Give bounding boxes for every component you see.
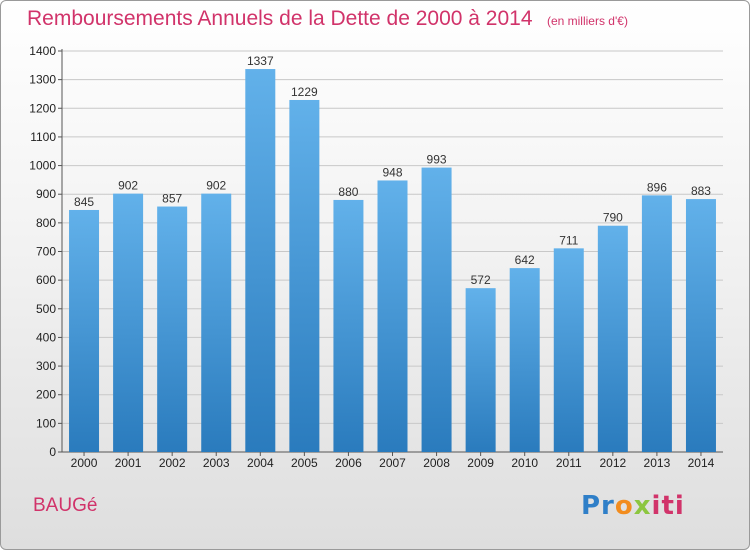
- x-tick-label-2003: 2003: [203, 456, 230, 470]
- x-tick-label-2007: 2007: [379, 456, 406, 470]
- proxiti-logo: Proxiti: [581, 491, 685, 521]
- x-tick-label-2004: 2004: [247, 456, 274, 470]
- y-tick-label: 0: [49, 445, 56, 459]
- bar-2014: [685, 199, 716, 452]
- x-tick-label-2001: 2001: [115, 456, 142, 470]
- y-tick-label: 1100: [30, 130, 56, 144]
- value-label-2004: 1337: [247, 54, 274, 68]
- x-tick-label-2000: 2000: [71, 456, 98, 470]
- value-label-2013: 896: [647, 180, 667, 194]
- y-tick-label: 200: [36, 388, 56, 402]
- value-label-2008: 993: [427, 153, 447, 167]
- bar-2011: [553, 248, 584, 452]
- x-tick-label-2009: 2009: [467, 456, 494, 470]
- value-label-2000: 845: [74, 195, 94, 209]
- value-label-2002: 857: [162, 192, 182, 206]
- value-label-2005: 1229: [291, 85, 318, 99]
- y-tick-label: 400: [36, 330, 56, 344]
- bar-2013: [641, 195, 672, 453]
- title-line: Remboursements Annuels de la Dette de 20…: [27, 7, 628, 31]
- x-tick-label-2012: 2012: [599, 456, 626, 470]
- value-label-2006: 880: [338, 185, 358, 199]
- value-label-2009: 572: [471, 273, 491, 287]
- y-tick-label: 1300: [29, 73, 56, 87]
- chart-unit: (en milliers d'€): [546, 14, 628, 28]
- y-tick-label: 1400: [29, 44, 56, 58]
- y-tick-label: 600: [36, 273, 56, 287]
- x-tick-label-2011: 2011: [556, 456, 582, 470]
- x-tick-label-2010: 2010: [511, 456, 538, 470]
- y-tick-label: 1000: [29, 159, 56, 173]
- bars: [69, 69, 716, 453]
- bar-2000: [69, 209, 100, 452]
- value-label-2003: 902: [206, 179, 226, 193]
- bar-2001: [113, 193, 144, 453]
- value-labels: 845 902 857 902 1337 1229 880 948 993 572 642 711 79…: [74, 54, 711, 287]
- bar-2012: [597, 225, 628, 452]
- bar-2005: [289, 99, 320, 453]
- commune-name: BAUGé: [33, 495, 98, 516]
- x-tick-label-2008: 2008: [423, 456, 450, 470]
- bar-2009: [465, 288, 496, 452]
- x-tick-label-2002: 2002: [159, 456, 186, 470]
- x-tick-label-2014: 2014: [688, 456, 715, 470]
- chart-title: Remboursements Annuels de la Dette de 20…: [27, 7, 533, 30]
- y-tick-label: 800: [36, 216, 56, 230]
- y-tick-label: 500: [36, 302, 56, 316]
- y-tick-label: 900: [36, 187, 56, 201]
- y-tick-label: 100: [36, 416, 56, 430]
- x-tick-label-2013: 2013: [644, 456, 671, 470]
- value-label-2007: 948: [382, 165, 402, 179]
- value-label-2010: 642: [515, 253, 535, 267]
- y-tick-label: 1200: [29, 101, 56, 115]
- bar-2010: [509, 268, 540, 452]
- y-tick-label: 300: [36, 359, 56, 373]
- bar-2007: [377, 180, 408, 453]
- bar-2003: [201, 193, 232, 453]
- value-label-2011: 711: [559, 233, 578, 247]
- y-tick-label: 700: [36, 245, 56, 259]
- x-tick-label-2006: 2006: [335, 456, 362, 470]
- value-label-2014: 883: [691, 184, 711, 198]
- value-label-2012: 790: [603, 211, 623, 225]
- axes: 0 100 200 300 400 500 600 700 800 900 1000 1100 1200…: [29, 44, 723, 470]
- value-label-2001: 902: [118, 179, 138, 193]
- x-tick-label-2005: 2005: [291, 456, 318, 470]
- bar-2004: [245, 69, 276, 453]
- bar-2002: [157, 206, 188, 452]
- bar-2008: [421, 167, 452, 453]
- bar-2006: [333, 199, 364, 452]
